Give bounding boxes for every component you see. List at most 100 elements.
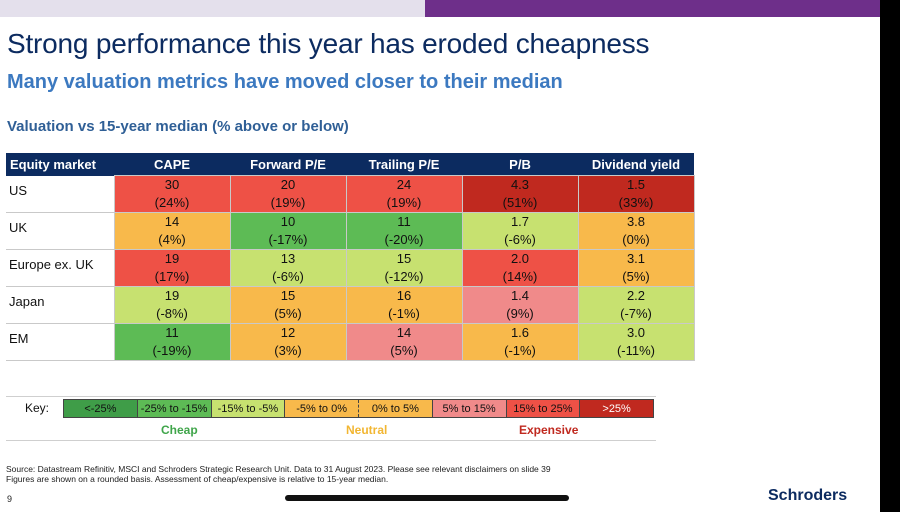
header-pb: P/B bbox=[462, 153, 578, 176]
valuation-cell: 4.3 (51%) bbox=[461, 175, 579, 213]
table-row: Japan 19 (-8%) 15 (5%) 16 (-1%) 1.4 (9%) 2.2 (-7%) bbox=[6, 286, 695, 324]
key-category-expensive: Expensive bbox=[519, 423, 579, 437]
metric-pct-vs-median: (5%) bbox=[390, 343, 418, 358]
header-cape: CAPE bbox=[114, 153, 230, 176]
metric-value: 2.2 bbox=[626, 288, 646, 303]
top-banner-light bbox=[0, 0, 425, 17]
metric-pct-vs-median: (-12%) bbox=[384, 269, 424, 284]
valuation-cell: 1.4 (9%) bbox=[461, 286, 579, 324]
metric-pct-vs-median: (19%) bbox=[386, 195, 422, 210]
metric-value: 2.0 bbox=[510, 251, 530, 266]
metric-value: 20 bbox=[280, 177, 296, 192]
valuation-cell: 19 (-8%) bbox=[113, 286, 231, 324]
valuation-cell: 15 (5%) bbox=[229, 286, 347, 324]
metric-pct-vs-median: (-8%) bbox=[156, 306, 188, 321]
metric-value: 14 bbox=[164, 214, 180, 229]
slide: Strong performance this year has eroded … bbox=[0, 0, 880, 512]
source-line: Source: Datastream Refinitiv, MSCI and S… bbox=[6, 464, 551, 474]
metric-pct-vs-median: (51%) bbox=[502, 195, 538, 210]
metric-value: 13 bbox=[280, 251, 296, 266]
market-label: US bbox=[6, 175, 114, 213]
metric-pct-vs-median: (0%) bbox=[622, 232, 650, 247]
home-indicator-bar[interactable] bbox=[285, 495, 569, 501]
color-key: <-25% -25% to -15% -15% to -5% -5% to 0% 0% … bbox=[63, 399, 654, 418]
metric-pct-vs-median: (33%) bbox=[618, 195, 654, 210]
metric-value: 15 bbox=[280, 288, 296, 303]
metric-value: 1.7 bbox=[510, 214, 530, 229]
page-number: 9 bbox=[7, 494, 13, 504]
table-heading: Valuation vs 15-year median (% above or … bbox=[7, 118, 349, 135]
key-item: <-25% bbox=[64, 400, 138, 417]
key-item: -15% to -5% bbox=[211, 400, 286, 417]
metric-value: 15 bbox=[396, 251, 412, 266]
metric-value: 10 bbox=[280, 214, 296, 229]
header-equity-market: Equity market bbox=[6, 153, 114, 176]
metric-value: 1.6 bbox=[510, 325, 530, 340]
metric-value: 3.0 bbox=[626, 325, 646, 340]
table-row: US 30 (24%) 20 (19%) 24 (19%) 4.3 (51%) 1.5 (33%) bbox=[6, 175, 695, 213]
valuation-cell: 1.5 (33%) bbox=[577, 175, 695, 213]
valuation-cell: 19 (17%) bbox=[113, 249, 231, 287]
source-note: Source: Datastream Refinitiv, MSCI and S… bbox=[6, 464, 551, 484]
metric-value: 16 bbox=[396, 288, 412, 303]
valuation-cell: 30 (24%) bbox=[113, 175, 231, 213]
metric-pct-vs-median: (-6%) bbox=[272, 269, 304, 284]
metric-value: 12 bbox=[280, 325, 296, 340]
metric-value: 1.5 bbox=[626, 177, 646, 192]
key-item: 0% to 5% bbox=[359, 400, 433, 417]
metric-pct-vs-median: (3%) bbox=[274, 343, 302, 358]
metric-value: 1.4 bbox=[510, 288, 530, 303]
metric-pct-vs-median: (24%) bbox=[154, 195, 190, 210]
valuation-cell: 1.7 (-6%) bbox=[461, 212, 579, 250]
key-divider-bottom bbox=[6, 440, 656, 441]
table-row: UK 14 (4%) 10 (-17%) 11 (-20%) 1.7 (-6%) 3.8 (0%) bbox=[6, 212, 695, 250]
metric-value: 4.3 bbox=[510, 177, 530, 192]
header-dividend-yield: Dividend yield bbox=[578, 153, 694, 176]
market-label: Japan bbox=[6, 286, 114, 324]
brand-logo: Schroders bbox=[768, 487, 848, 504]
metric-pct-vs-median: (-6%) bbox=[504, 232, 536, 247]
metric-value: 19 bbox=[164, 251, 180, 266]
key-item: 15% to 25% bbox=[506, 400, 581, 417]
valuation-cell: 15 (-12%) bbox=[345, 249, 463, 287]
key-item: -25% to -15% bbox=[137, 400, 212, 417]
market-label: Europe ex. UK bbox=[6, 249, 114, 287]
metric-pct-vs-median: (-11%) bbox=[616, 343, 656, 358]
key-label: Key: bbox=[25, 401, 50, 415]
metric-pct-vs-median: (-20%) bbox=[384, 232, 424, 247]
valuation-cell: 3.1 (5%) bbox=[577, 249, 695, 287]
header-trailing-pe: Trailing P/E bbox=[346, 153, 462, 176]
metric-pct-vs-median: (-1%) bbox=[388, 306, 420, 321]
metric-pct-vs-median: (-1%) bbox=[504, 343, 536, 358]
metric-pct-vs-median: (4%) bbox=[158, 232, 186, 247]
valuation-table: Equity market CAPE Forward P/E Trailing … bbox=[6, 153, 695, 361]
valuation-cell: 12 (3%) bbox=[229, 323, 347, 361]
valuation-cell: 16 (-1%) bbox=[345, 286, 463, 324]
table-row: EM 11 (-19%) 12 (3%) 14 (5%) 1.6 (-1%) 3.0 (-11%) bbox=[6, 323, 695, 361]
valuation-cell: 3.0 (-11%) bbox=[577, 323, 695, 361]
valuation-cell: 11 (-19%) bbox=[113, 323, 231, 361]
metric-pct-vs-median: (14%) bbox=[502, 269, 538, 284]
header-forward-pe: Forward P/E bbox=[230, 153, 346, 176]
metric-value: 11 bbox=[397, 214, 411, 229]
metric-pct-vs-median: (5%) bbox=[274, 306, 302, 321]
metric-value: 30 bbox=[164, 177, 180, 192]
market-label: EM bbox=[6, 323, 114, 361]
metric-value: 14 bbox=[396, 325, 412, 340]
table-row: Europe ex. UK 19 (17%) 13 (-6%) 15 (-12%) 2.0 (1… bbox=[6, 249, 695, 287]
key-category-cheap: Cheap bbox=[161, 423, 198, 437]
valuation-cell: 13 (-6%) bbox=[229, 249, 347, 287]
valuation-cell: 14 (4%) bbox=[113, 212, 231, 250]
key-item: 5% to 15% bbox=[432, 400, 507, 417]
key-item: >25% bbox=[580, 400, 653, 417]
slide-title: Strong performance this year has eroded … bbox=[7, 28, 650, 59]
metric-value: 19 bbox=[164, 288, 180, 303]
metric-value: 3.1 bbox=[626, 251, 646, 266]
metric-value: 3.8 bbox=[626, 214, 646, 229]
valuation-cell: 2.0 (14%) bbox=[461, 249, 579, 287]
metric-pct-vs-median: (9%) bbox=[506, 306, 534, 321]
key-category-neutral: Neutral bbox=[346, 423, 388, 437]
key-item: -5% to 0% bbox=[285, 400, 359, 417]
table-header-row: Equity market CAPE Forward P/E Trailing … bbox=[6, 153, 694, 176]
valuation-cell: 14 (5%) bbox=[345, 323, 463, 361]
